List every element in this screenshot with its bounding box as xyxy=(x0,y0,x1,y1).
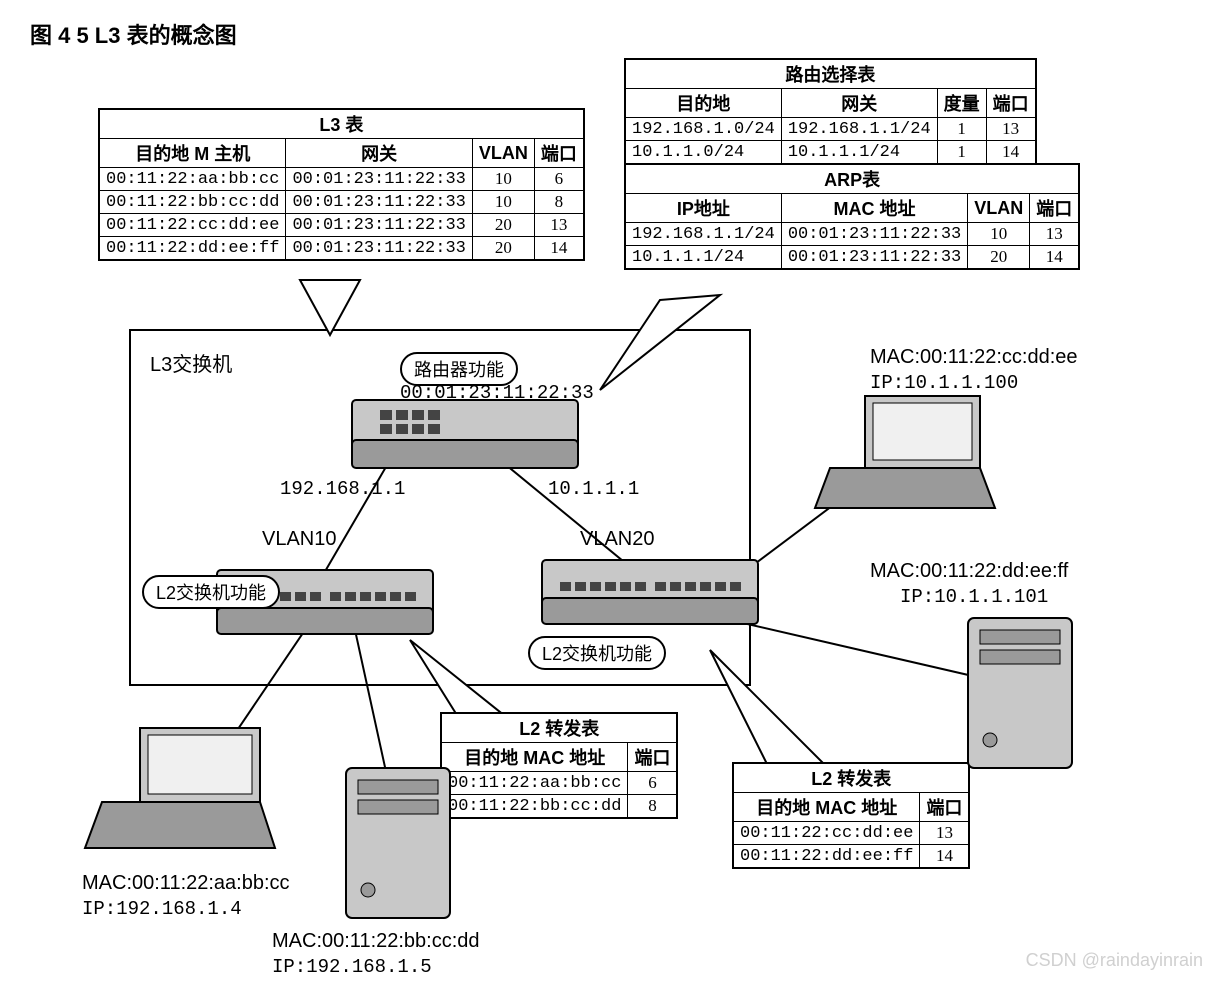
table-row: 00:11:22:aa:bb:cc00:01:23:11:22:33106 xyxy=(99,168,584,191)
table-row: 192.168.1.1/2400:01:23:11:22:331013 xyxy=(625,223,1079,246)
l2-table-right: L2 转发表 目的地 MAC 地址端口 00:11:22:cc:dd:ee13 … xyxy=(732,762,970,869)
tower-r-ip: IP:10.1.1.101 xyxy=(900,586,1048,608)
table-row: 00:11:22:cc:dd:ee13 xyxy=(733,822,969,845)
table-row: 10.1.1.0/2410.1.1.1/24114 xyxy=(625,141,1036,165)
l2-func-left-pill: L2交换机功能 xyxy=(142,575,280,609)
laptop-bl-mac: MAC:00:11:22:aa:bb:cc xyxy=(82,872,290,895)
l3-switch-label: L3交换机 xyxy=(150,348,232,377)
vlan10-label: VLAN10 xyxy=(262,528,337,551)
table-row: 00:11:22:aa:bb:cc6 xyxy=(441,772,677,795)
routing-table: 路由选择表 目的地 网关 度量 端口 192.168.1.0/24192.168… xyxy=(624,58,1037,165)
laptop-top-right-icon xyxy=(810,388,1000,523)
watermark: CSDN @raindayinrain xyxy=(1026,950,1203,971)
laptop-tr-mac: MAC:00:11:22:cc:dd:ee xyxy=(870,346,1078,369)
tower-b-mac: MAC:00:11:22:bb:cc:dd xyxy=(272,930,480,953)
laptop-tr-ip: IP:10.1.1.100 xyxy=(870,372,1018,394)
laptop-bottom-left-icon xyxy=(80,720,280,865)
tower-b-ip: IP:192.168.1.5 xyxy=(272,956,432,978)
router-ip-right: 10.1.1.1 xyxy=(548,478,639,500)
router-ip-left: 192.168.1.1 xyxy=(280,478,405,500)
table-row: 00:11:22:bb:cc:dd8 xyxy=(441,795,677,819)
laptop-bl-ip: IP:192.168.1.4 xyxy=(82,898,242,920)
l3-table: L3 表 目的地 M 主机 网关 VLAN 端口 00:11:22:aa:bb:… xyxy=(98,108,585,261)
l2-table-left: L2 转发表 目的地 MAC 地址端口 00:11:22:aa:bb:cc6 0… xyxy=(440,712,678,819)
figure-title: 图 4 5 L3 表的概念图 xyxy=(30,18,237,50)
table-row: 10.1.1.1/2400:01:23:11:22:332014 xyxy=(625,246,1079,270)
arp-table: ARP表 IP地址 MAC 地址 VLAN 端口 192.168.1.1/240… xyxy=(624,163,1080,270)
tower-bottom-icon xyxy=(338,760,458,930)
table-row: 00:11:22:dd:ee:ff14 xyxy=(733,845,969,869)
router-mac-label: 00:01:23:11:22:33 xyxy=(400,382,594,404)
table-row: 00:11:22:cc:dd:ee00:01:23:11:22:332013 xyxy=(99,214,584,237)
table-row: 00:11:22:dd:ee:ff00:01:23:11:22:332014 xyxy=(99,237,584,261)
router-icon xyxy=(350,398,580,473)
router-function-pill: 路由器功能 xyxy=(400,352,518,386)
l2-switch-right-icon xyxy=(540,558,760,628)
vlan20-label: VLAN20 xyxy=(580,528,655,551)
table-row: 192.168.1.0/24192.168.1.1/24113 xyxy=(625,118,1036,141)
table-row: 00:11:22:bb:cc:dd00:01:23:11:22:33108 xyxy=(99,191,584,214)
tower-right-icon xyxy=(960,610,1080,780)
tower-r-mac: MAC:00:11:22:dd:ee:ff xyxy=(870,560,1068,583)
l2-func-right-pill: L2交换机功能 xyxy=(528,636,666,670)
